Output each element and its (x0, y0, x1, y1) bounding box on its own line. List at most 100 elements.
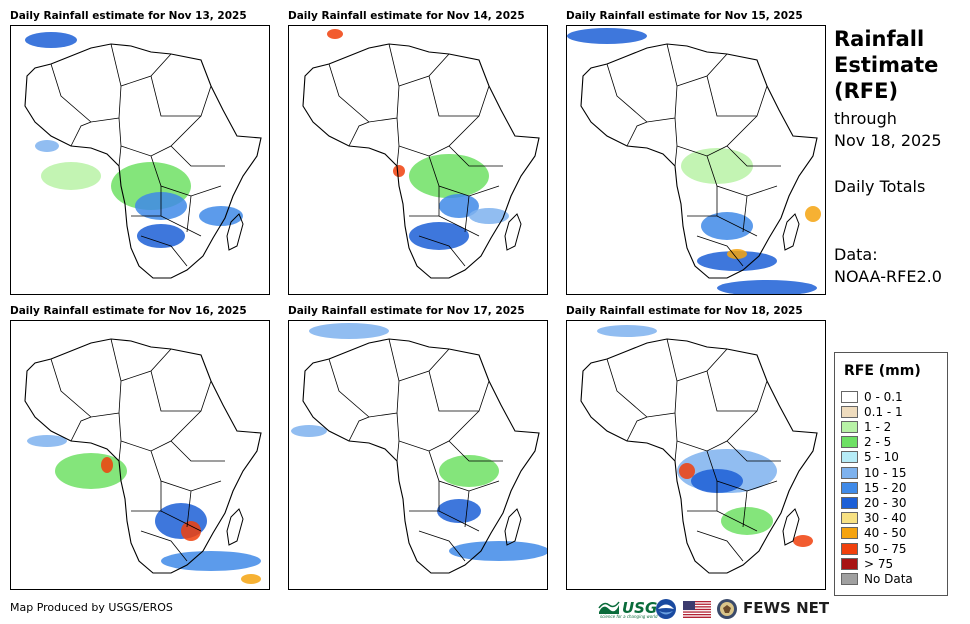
coastline (302, 338, 540, 574)
country-border (448, 145, 503, 167)
rain-area (679, 463, 695, 479)
legend-swatch (841, 451, 858, 464)
country-border (398, 348, 450, 382)
coastline (302, 43, 540, 279)
country-border (348, 121, 370, 147)
madagascar-outline (504, 213, 522, 251)
legend-swatch (841, 527, 858, 540)
country-border (674, 145, 678, 167)
rain-area (437, 499, 481, 523)
rain-area (701, 212, 753, 240)
panel-title-3: Daily Rainfall estimate for Nov 15, 2025 (566, 10, 803, 22)
map-credit: Map Produced by USGS/EROS (10, 601, 173, 614)
country-border (150, 155, 222, 197)
country-border (706, 75, 768, 117)
rain-area (567, 28, 647, 44)
legend-item: 0.1 - 1 (841, 404, 903, 419)
rainfall-map-svg (302, 29, 540, 279)
country-border (186, 195, 192, 233)
rainfall-map-nov-13 (10, 25, 270, 295)
country-border (428, 75, 490, 117)
usgs-tagline: science for a changing world (600, 614, 658, 619)
country-border (409, 510, 480, 532)
country-border (687, 215, 758, 237)
legend-title: RFE (mm) (844, 363, 921, 379)
rain-area (697, 251, 777, 271)
rain-area (241, 574, 261, 584)
legend-swatch (841, 512, 858, 525)
rain-area (439, 194, 479, 218)
legend-label: 5 - 10 (864, 450, 899, 465)
country-border (396, 440, 400, 462)
legend-swatch (841, 557, 858, 570)
rain-area (439, 455, 499, 487)
rain-area (681, 148, 753, 184)
rainfall-map-svg (24, 338, 262, 584)
legend-swatch (841, 466, 858, 479)
rain-area (721, 507, 773, 535)
country-border (140, 530, 188, 562)
coastline (580, 43, 818, 279)
country-border (428, 450, 500, 492)
panel-title-6: Daily Rainfall estimate for Nov 18, 2025 (566, 305, 803, 317)
country-border (696, 530, 744, 562)
legend-swatch (841, 572, 858, 585)
through-label: through (834, 109, 897, 128)
country-border (118, 440, 122, 462)
fewsnet-logo-text: FEWS NET (743, 599, 830, 617)
country-border (706, 450, 778, 492)
country-border (464, 195, 470, 233)
country-border (687, 510, 758, 532)
legend-item: 40 - 50 (841, 526, 907, 541)
legend-item: 1 - 2 (841, 419, 891, 434)
country-border (428, 370, 490, 412)
country-border (348, 416, 370, 442)
country-border (409, 215, 480, 237)
title-line: (RFE) (834, 79, 899, 103)
country-border (398, 53, 450, 87)
country-border (676, 348, 728, 382)
rainfall-map-svg (567, 28, 821, 294)
totals-label: Daily Totals (834, 177, 926, 196)
legend-swatch (841, 390, 858, 403)
legend-label: > 75 (864, 556, 894, 571)
country-border (120, 53, 172, 87)
rain-area (409, 154, 489, 198)
country-border (131, 215, 202, 237)
rain-area (181, 521, 201, 541)
rain-area (309, 323, 389, 339)
legend-label: No Data (864, 571, 913, 586)
country-border (396, 410, 480, 452)
title-line: Estimate (834, 53, 939, 77)
country-border (70, 416, 92, 442)
panel-title-4: Daily Rainfall estimate for Nov 16, 2025 (10, 305, 247, 317)
country-border (726, 145, 781, 167)
rain-area (597, 325, 657, 337)
legend-label: 0 - 0.1 (864, 389, 903, 404)
rainfall-map-svg (580, 325, 818, 574)
country-border (742, 490, 748, 528)
rainfall-map-svg (291, 323, 547, 574)
legend-swatch (841, 481, 858, 494)
country-border (606, 338, 678, 418)
country-border (170, 440, 225, 462)
country-border (696, 235, 744, 267)
rain-area (101, 457, 113, 473)
country-border (626, 121, 648, 147)
data-label: Data: (834, 245, 878, 264)
legend-label: 1 - 2 (864, 419, 892, 434)
rain-area (717, 280, 817, 294)
country-border (118, 145, 122, 167)
legend-label: 40 - 50 (864, 526, 907, 541)
legend-swatch (841, 420, 858, 433)
rain-area (327, 29, 343, 39)
country-border (606, 43, 678, 123)
country-border (674, 440, 678, 462)
panel-title-1: Daily Rainfall estimate for Nov 13, 2025 (10, 10, 247, 22)
country-border (418, 235, 466, 267)
legend-swatch (841, 405, 858, 418)
legend-label: 30 - 40 (864, 511, 907, 526)
country-border (118, 115, 202, 157)
rain-area (805, 206, 821, 222)
